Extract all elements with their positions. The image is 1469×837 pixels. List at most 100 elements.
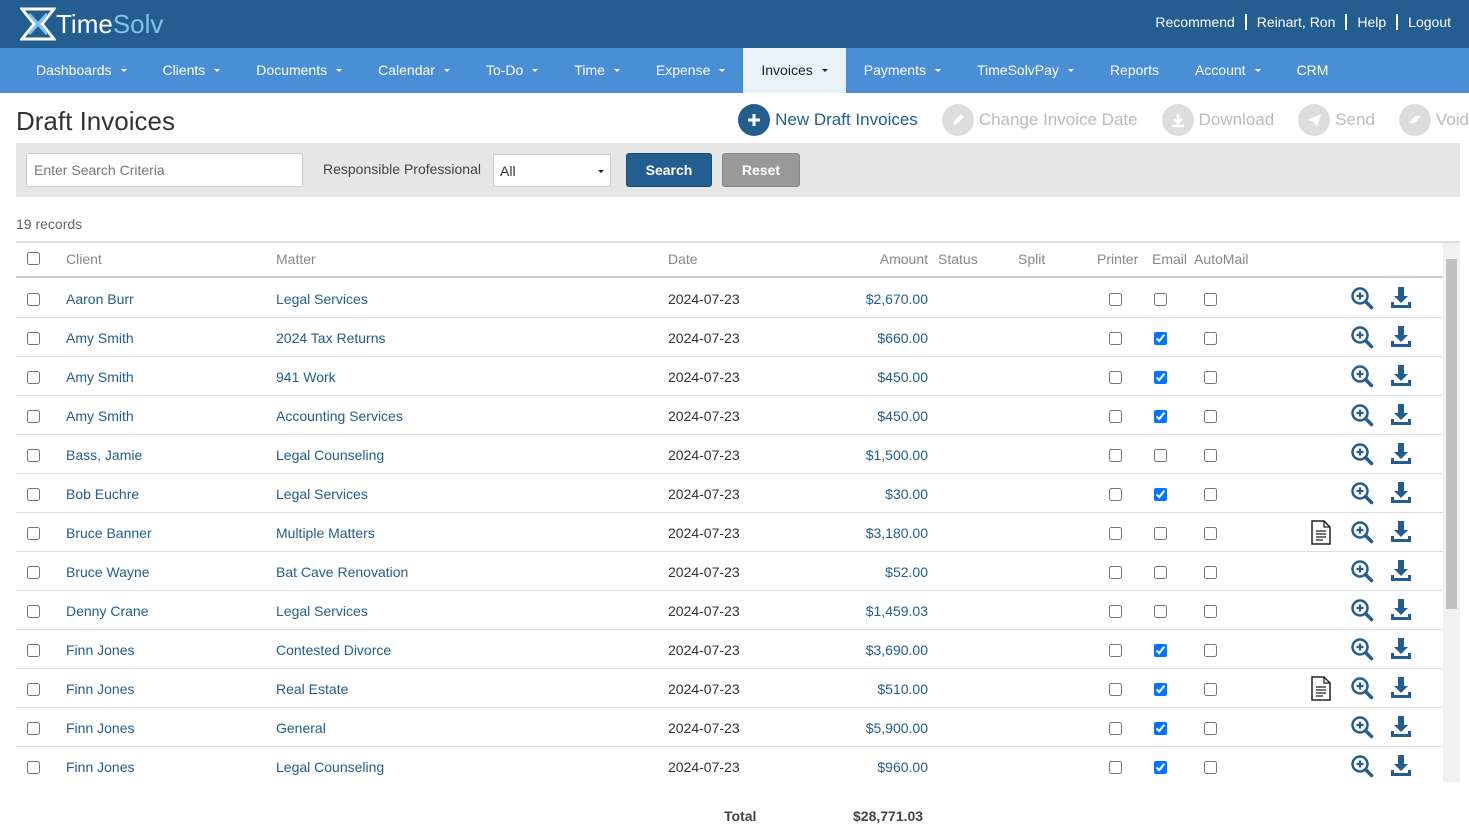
printer-checkbox[interactable] bbox=[1109, 527, 1122, 540]
nav-item[interactable]: To-Do bbox=[468, 48, 556, 93]
client-link[interactable]: Denny Crane bbox=[66, 603, 149, 619]
row-checkbox[interactable] bbox=[27, 527, 40, 540]
preview-icon[interactable] bbox=[1351, 482, 1374, 508]
professional-select[interactable]: All bbox=[493, 154, 611, 187]
download-icon[interactable] bbox=[1390, 521, 1412, 546]
download-icon[interactable] bbox=[1390, 716, 1412, 741]
row-checkbox[interactable] bbox=[27, 683, 40, 696]
reset-button[interactable]: Reset bbox=[722, 153, 800, 187]
matter-link[interactable]: General bbox=[276, 720, 326, 736]
email-checkbox[interactable] bbox=[1154, 527, 1167, 540]
client-link[interactable]: Aaron Burr bbox=[66, 291, 134, 307]
header-link[interactable]: Help bbox=[1345, 14, 1396, 30]
preview-icon[interactable] bbox=[1351, 677, 1374, 703]
printer-checkbox[interactable] bbox=[1109, 410, 1122, 423]
matter-link[interactable]: Accounting Services bbox=[276, 408, 403, 424]
client-link[interactable]: Amy Smith bbox=[66, 369, 134, 385]
document-icon[interactable] bbox=[1311, 676, 1331, 704]
email-checkbox[interactable] bbox=[1154, 371, 1167, 384]
automail-checkbox[interactable] bbox=[1204, 488, 1217, 501]
row-checkbox[interactable] bbox=[27, 644, 40, 657]
client-link[interactable]: Finn Jones bbox=[66, 642, 135, 658]
email-checkbox[interactable] bbox=[1154, 488, 1167, 501]
scroll-thumb[interactable] bbox=[1446, 259, 1457, 609]
client-link[interactable]: Finn Jones bbox=[66, 720, 135, 736]
search-input[interactable]: Enter Search Criteria bbox=[26, 153, 303, 187]
printer-checkbox[interactable] bbox=[1109, 371, 1122, 384]
preview-icon[interactable] bbox=[1351, 443, 1374, 469]
email-checkbox[interactable] bbox=[1154, 332, 1167, 345]
printer-checkbox[interactable] bbox=[1109, 566, 1122, 579]
download-icon[interactable] bbox=[1390, 482, 1412, 507]
matter-link[interactable]: 941 Work bbox=[276, 369, 336, 385]
column-header[interactable]: Amount bbox=[879, 251, 928, 267]
automail-checkbox[interactable] bbox=[1204, 332, 1217, 345]
preview-icon[interactable] bbox=[1351, 404, 1374, 430]
download-icon[interactable] bbox=[1390, 287, 1412, 312]
nav-item[interactable]: TimeSolvPay bbox=[959, 48, 1092, 93]
nav-item[interactable]: CRM bbox=[1279, 48, 1347, 93]
column-header[interactable]: Split bbox=[1018, 251, 1046, 267]
automail-checkbox[interactable] bbox=[1204, 410, 1217, 423]
header-link[interactable]: Logout bbox=[1396, 14, 1461, 30]
automail-checkbox[interactable] bbox=[1204, 761, 1217, 774]
automail-checkbox[interactable] bbox=[1204, 644, 1217, 657]
email-checkbox[interactable] bbox=[1154, 449, 1167, 462]
email-checkbox[interactable] bbox=[1154, 722, 1167, 735]
preview-icon[interactable] bbox=[1351, 638, 1374, 664]
email-checkbox[interactable] bbox=[1154, 410, 1167, 423]
download-icon[interactable] bbox=[1390, 326, 1412, 351]
nav-item[interactable]: Documents bbox=[238, 48, 360, 93]
nav-item[interactable]: Time bbox=[556, 48, 638, 93]
matter-link[interactable]: Legal Services bbox=[276, 603, 368, 619]
client-link[interactable]: Bruce Banner bbox=[66, 525, 152, 541]
select-all[interactable] bbox=[27, 252, 40, 265]
email-checkbox[interactable] bbox=[1154, 293, 1167, 306]
email-checkbox[interactable] bbox=[1154, 683, 1167, 696]
printer-checkbox[interactable] bbox=[1109, 722, 1122, 735]
preview-icon[interactable] bbox=[1351, 599, 1374, 625]
preview-icon[interactable] bbox=[1351, 521, 1374, 547]
logo[interactable]: Time Solv bbox=[20, 4, 163, 44]
nav-item[interactable]: Payments bbox=[846, 48, 959, 93]
nav-item[interactable]: Reports bbox=[1092, 48, 1177, 93]
nav-item[interactable]: Account bbox=[1177, 48, 1279, 93]
matter-link[interactable]: 2024 Tax Returns bbox=[276, 330, 386, 346]
client-link[interactable]: Finn Jones bbox=[66, 759, 135, 775]
email-checkbox[interactable] bbox=[1154, 644, 1167, 657]
automail-checkbox[interactable] bbox=[1204, 449, 1217, 462]
nav-item[interactable]: Clients bbox=[145, 48, 239, 93]
download-icon[interactable] bbox=[1390, 404, 1412, 429]
matter-link[interactable]: Legal Counseling bbox=[276, 759, 385, 775]
nav-item[interactable]: Expense bbox=[638, 48, 743, 93]
column-header[interactable]: Printer bbox=[1097, 251, 1139, 267]
row-checkbox[interactable] bbox=[27, 722, 40, 735]
row-checkbox[interactable] bbox=[27, 371, 40, 384]
download-icon[interactable] bbox=[1390, 677, 1412, 702]
matter-link[interactable]: Legal Services bbox=[276, 486, 368, 502]
automail-checkbox[interactable] bbox=[1204, 293, 1217, 306]
client-link[interactable]: Amy Smith bbox=[66, 408, 134, 424]
header-link[interactable]: Reinart, Ron bbox=[1244, 14, 1346, 30]
client-link[interactable]: Bob Euchre bbox=[66, 486, 140, 502]
printer-checkbox[interactable] bbox=[1109, 761, 1122, 774]
search-button[interactable]: Search bbox=[626, 153, 712, 187]
nav-item[interactable]: Dashboards bbox=[18, 48, 145, 93]
header-link[interactable]: Recommend bbox=[1155, 14, 1235, 30]
column-header[interactable]: AutoMail bbox=[1194, 251, 1249, 267]
printer-checkbox[interactable] bbox=[1109, 449, 1122, 462]
printer-checkbox[interactable] bbox=[1109, 488, 1122, 501]
automail-checkbox[interactable] bbox=[1204, 371, 1217, 384]
client-link[interactable]: Bass, Jamie bbox=[66, 447, 143, 463]
column-header[interactable]: Date bbox=[668, 251, 698, 267]
printer-checkbox[interactable] bbox=[1109, 332, 1122, 345]
download-icon[interactable] bbox=[1390, 638, 1412, 663]
matter-link[interactable]: Contested Divorce bbox=[276, 642, 392, 658]
row-checkbox[interactable] bbox=[27, 488, 40, 501]
download-icon[interactable] bbox=[1390, 560, 1412, 585]
printer-checkbox[interactable] bbox=[1109, 683, 1122, 696]
preview-icon[interactable] bbox=[1351, 716, 1374, 742]
client-link[interactable]: Amy Smith bbox=[66, 330, 134, 346]
preview-icon[interactable] bbox=[1351, 287, 1374, 313]
printer-checkbox[interactable] bbox=[1109, 644, 1122, 657]
